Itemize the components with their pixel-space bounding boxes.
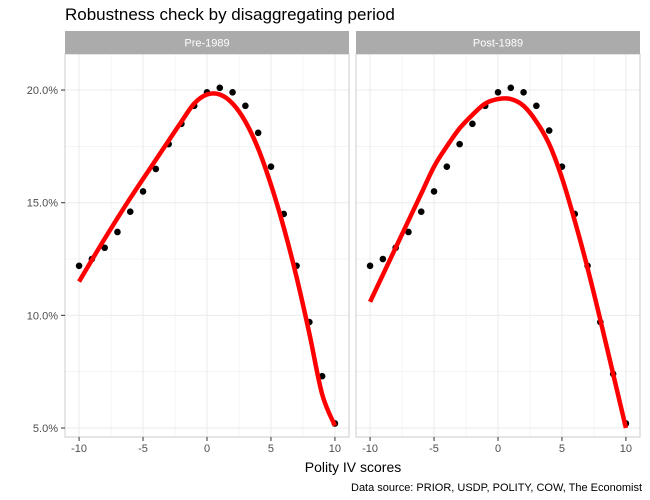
data-point: [545, 127, 553, 134]
data-point: [267, 163, 275, 170]
data-point: [430, 188, 438, 195]
data-point: [494, 89, 502, 96]
data-point: [139, 188, 147, 195]
y-tick-label: 5.0%: [33, 423, 58, 435]
data-point: [533, 102, 540, 110]
chart-title: Robustness check by disaggregating perio…: [65, 5, 395, 24]
data-point: [114, 228, 121, 236]
x-tick-label: -10: [71, 443, 87, 455]
y-axis: 5.0% 10.0% 15.0% 20.0%: [27, 85, 65, 435]
facet-panels: Pre-1989 Post-1989: [64, 31, 641, 438]
data-point: [152, 165, 160, 173]
x-tick-label: -5: [429, 443, 439, 455]
x-tick-label: 10: [329, 443, 341, 455]
panel-0: Pre-1989: [64, 31, 350, 438]
data-point: [101, 244, 108, 252]
x-tick-label: 10: [620, 443, 632, 455]
x-tick-label: -5: [138, 443, 148, 455]
data-point: [520, 89, 527, 96]
facet-strip: [356, 31, 640, 54]
facet-strip-label: Post-1989: [473, 38, 523, 50]
x-tick-label: 0: [204, 443, 210, 455]
facet-strip-label: Pre-1989: [184, 38, 229, 50]
data-point: [443, 163, 451, 170]
x-tick-label: 0: [495, 443, 501, 455]
fit-line: [77, 91, 338, 427]
x-axis-title: Polity IV scores: [305, 459, 401, 475]
data-point: [405, 228, 412, 236]
data-point: [469, 120, 476, 128]
data-point: [75, 262, 83, 270]
fit-line: [368, 96, 629, 429]
chart-caption: Data source: PRIOR, USDP, POLITY, COW, T…: [351, 482, 642, 494]
x-tick-label: 5: [559, 443, 565, 455]
x-tick-label: 5: [268, 443, 274, 455]
data-point: [216, 84, 224, 92]
data-point: [456, 140, 463, 148]
data-point: [417, 208, 425, 216]
y-tick-label: 15.0%: [27, 198, 58, 210]
data-point: [254, 129, 262, 137]
y-tick-label: 20.0%: [27, 85, 58, 97]
data-point: [366, 262, 374, 270]
x-tick-label: -10: [362, 443, 378, 455]
data-point: [379, 255, 387, 263]
y-tick-label: 10.0%: [27, 310, 58, 322]
facet-strip: [65, 31, 349, 54]
data-point: [242, 102, 249, 110]
data-point: [507, 84, 515, 92]
x-axis: -10 -5 0 5 10 -10 -5 0 5 10: [71, 437, 632, 455]
panel-1: Post-1989: [355, 31, 641, 438]
data-point: [126, 208, 134, 216]
data-point: [229, 89, 236, 96]
